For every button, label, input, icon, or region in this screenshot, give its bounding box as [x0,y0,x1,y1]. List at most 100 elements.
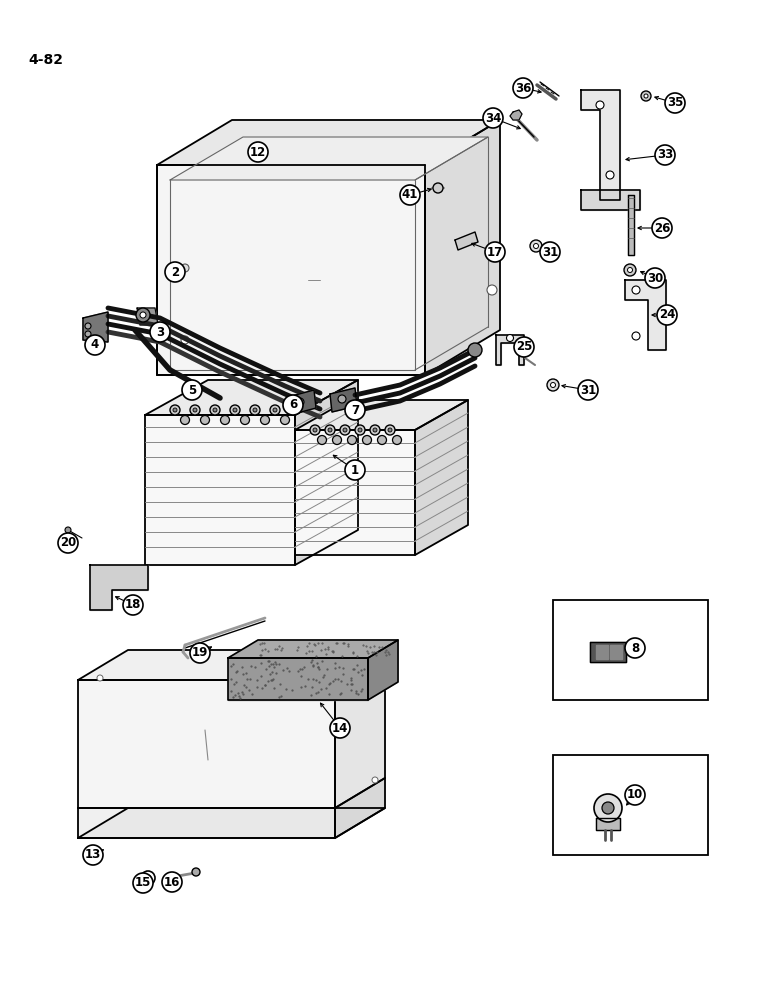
Circle shape [530,240,542,252]
Text: 31: 31 [542,245,558,258]
Circle shape [388,428,392,432]
Circle shape [213,408,217,412]
Circle shape [550,382,556,387]
Text: 7: 7 [351,403,359,416]
Polygon shape [335,650,385,808]
Polygon shape [145,415,295,565]
Polygon shape [228,658,368,700]
Text: 12: 12 [250,145,266,158]
Circle shape [665,93,685,113]
Circle shape [338,395,346,403]
Polygon shape [596,645,608,659]
Circle shape [433,183,443,193]
Circle shape [652,218,672,238]
Text: 36: 36 [515,82,531,95]
Circle shape [173,408,177,412]
Text: 19: 19 [191,647,208,660]
Circle shape [400,185,420,205]
Circle shape [345,400,365,420]
Circle shape [230,405,240,415]
Circle shape [355,425,365,435]
Text: 8: 8 [631,642,639,654]
Circle shape [372,777,378,783]
Circle shape [193,408,197,412]
Circle shape [330,718,350,738]
Text: 30: 30 [647,271,663,284]
Circle shape [310,425,320,435]
Text: 13: 13 [85,848,101,861]
Circle shape [373,428,377,432]
Circle shape [513,78,533,98]
Circle shape [165,262,185,282]
Text: 31: 31 [580,383,596,396]
Polygon shape [78,808,385,838]
Circle shape [190,643,210,663]
Circle shape [533,243,539,248]
Circle shape [233,408,237,412]
Circle shape [170,405,180,415]
Circle shape [97,675,103,681]
Circle shape [468,343,482,357]
Polygon shape [295,430,415,555]
Circle shape [347,436,357,444]
Circle shape [201,416,209,424]
Polygon shape [455,232,478,250]
Text: 6: 6 [289,398,297,412]
Circle shape [340,425,350,435]
Circle shape [241,416,249,424]
Circle shape [168,263,182,277]
Text: 26: 26 [654,222,670,234]
Polygon shape [78,680,335,808]
Polygon shape [330,388,357,412]
Circle shape [385,425,395,435]
Polygon shape [510,110,522,120]
Polygon shape [78,808,335,838]
Polygon shape [610,645,622,659]
Circle shape [632,286,640,294]
Circle shape [594,794,622,822]
Circle shape [85,323,91,329]
Polygon shape [581,190,640,210]
Text: 25: 25 [516,340,532,354]
Circle shape [578,380,598,400]
Polygon shape [415,400,468,555]
Circle shape [645,268,665,288]
Circle shape [140,312,146,318]
Text: 4-82: 4-82 [28,53,63,67]
Polygon shape [368,640,398,700]
Polygon shape [78,650,385,680]
Circle shape [141,871,155,885]
Polygon shape [157,120,500,165]
Polygon shape [590,642,626,662]
Circle shape [328,428,332,432]
Circle shape [547,379,559,391]
Circle shape [250,405,260,415]
Text: 24: 24 [659,308,676,322]
Circle shape [625,785,645,805]
Circle shape [540,242,560,262]
Polygon shape [90,565,148,610]
Polygon shape [496,335,524,365]
Text: 41: 41 [401,188,418,202]
Text: 20: 20 [60,536,76,550]
Circle shape [260,416,269,424]
Circle shape [85,331,91,337]
Circle shape [145,875,151,881]
Circle shape [325,425,335,435]
Circle shape [150,322,170,342]
Circle shape [641,91,651,101]
Circle shape [123,595,143,615]
Circle shape [602,802,614,814]
Polygon shape [83,312,108,342]
Circle shape [182,380,202,400]
Circle shape [190,405,200,415]
Circle shape [210,405,220,415]
Circle shape [283,395,303,415]
Circle shape [248,142,268,162]
Text: 18: 18 [125,598,141,611]
Circle shape [181,336,189,344]
Circle shape [345,460,365,480]
Text: 1: 1 [351,464,359,477]
Circle shape [181,416,189,424]
Circle shape [487,285,497,295]
